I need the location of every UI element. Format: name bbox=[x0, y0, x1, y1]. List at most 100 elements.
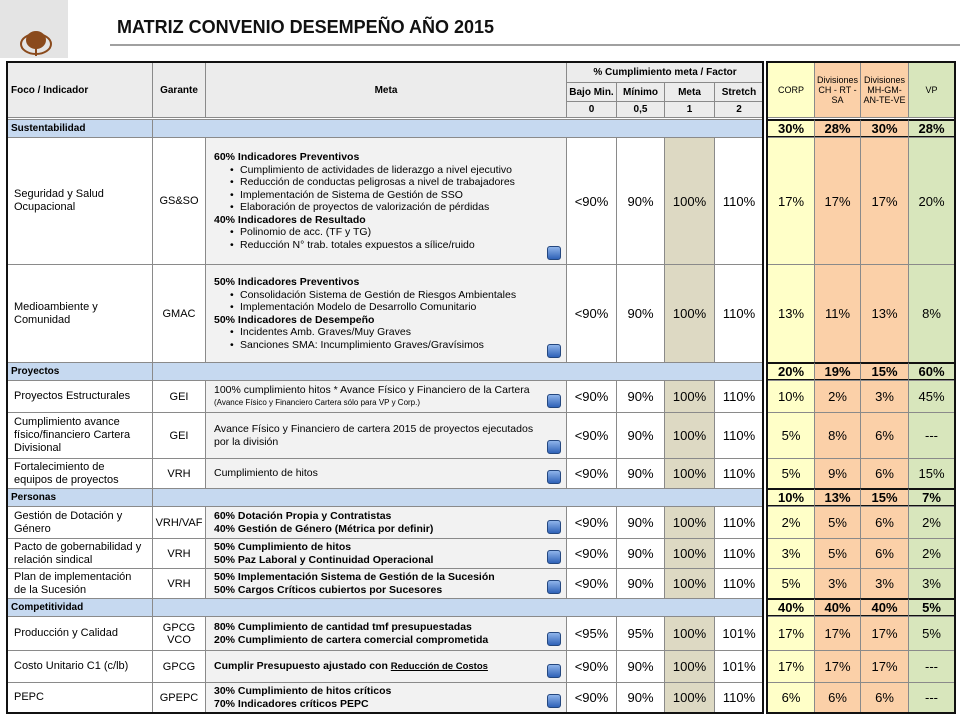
meta-line: 50% Indicadores Preventivos bbox=[214, 276, 359, 289]
weight: 5% bbox=[767, 568, 815, 599]
level: 90% bbox=[616, 506, 665, 539]
weight: 9% bbox=[814, 458, 861, 489]
meta-item: Cumplimiento de actividades de liderazgo… bbox=[214, 164, 512, 177]
garante: VRH bbox=[152, 568, 206, 599]
level: 100% bbox=[664, 568, 715, 599]
weight: 17% bbox=[814, 616, 861, 651]
weight: 5% bbox=[767, 412, 815, 459]
meta-text: 20% Cumplimiento de cartera comercial co… bbox=[214, 633, 489, 646]
level: 100% bbox=[664, 264, 715, 363]
section-band bbox=[152, 119, 764, 138]
section-weight: 40% bbox=[767, 598, 815, 617]
garante: VRH bbox=[152, 458, 206, 489]
weight: 17% bbox=[860, 137, 909, 265]
meta-line: 20% Cumplimiento de cartera comercial co… bbox=[214, 634, 488, 647]
level: 110% bbox=[714, 682, 764, 713]
section-name: Personas bbox=[7, 488, 153, 507]
weight: 11% bbox=[814, 264, 861, 363]
meta-button bbox=[547, 694, 561, 708]
meta-text: 50% Cumplimiento de hitos bbox=[214, 541, 352, 553]
meta: Avance Físico y Financiero de cartera 20… bbox=[205, 412, 567, 459]
level: <90% bbox=[566, 568, 617, 599]
meta: 60% Dotación Propia y Contratistas 40% Ge… bbox=[205, 506, 567, 539]
header-garante: Garante bbox=[152, 62, 206, 118]
header-cumplimiento: % Cumplimiento meta / Factor bbox=[566, 62, 764, 83]
garante: GEI bbox=[152, 380, 206, 413]
meta-text: 50% Cargos Críticos cubiertos por Suceso… bbox=[214, 583, 443, 596]
section-weight: 19% bbox=[814, 362, 861, 381]
level: 90% bbox=[616, 650, 665, 683]
garante: VRH bbox=[152, 538, 206, 569]
weight: 10% bbox=[767, 380, 815, 413]
section-name: Proyectos bbox=[7, 362, 153, 381]
meta: 50% Cumplimiento de hitos 50% Paz Laboral… bbox=[205, 538, 567, 569]
weight: 17% bbox=[767, 650, 815, 683]
section-name: Competitividad bbox=[7, 598, 153, 617]
section-band bbox=[152, 598, 764, 617]
meta-line: Cumplir Presupuesto ajustado con Reducci… bbox=[214, 660, 488, 674]
meta-line: 60% Dotación Propia y Contratistas bbox=[214, 510, 391, 523]
indicator: Producción y Calidad bbox=[7, 616, 153, 651]
level: 110% bbox=[714, 137, 764, 265]
weight: --- bbox=[908, 650, 955, 683]
weight: 2% bbox=[767, 506, 815, 539]
meta-line: 40% Indicadores de Resultado bbox=[214, 214, 366, 227]
indicator: Plan de implementación de la Sucesión bbox=[7, 568, 153, 599]
level: 100% bbox=[664, 538, 715, 569]
weight: 5% bbox=[908, 616, 955, 651]
weight: 17% bbox=[814, 137, 861, 265]
meta-text: 60% Indicadores Preventivos bbox=[214, 151, 360, 163]
meta-line: 50% Implementación Sistema de Gestión de… bbox=[214, 571, 495, 584]
meta-line: 40% Gestión de Género (Métrica por defin… bbox=[214, 523, 433, 536]
header-factor: 0 bbox=[566, 101, 617, 118]
meta-text: 50% Indicadores de Desempeño bbox=[214, 313, 375, 326]
weight: 3% bbox=[860, 568, 909, 599]
level: 100% bbox=[664, 137, 715, 265]
meta: Cumplir Presupuesto ajustado con Reducci… bbox=[205, 650, 567, 683]
level: 110% bbox=[714, 264, 764, 363]
meta: Cumplimiento de hitos bbox=[205, 458, 567, 489]
meta-text: Avance Físico y Financiero de cartera 20… bbox=[214, 423, 534, 448]
meta-item: Reducción N° trab. totales expuestos a s… bbox=[214, 239, 475, 252]
meta-button bbox=[547, 470, 561, 484]
weight: 15% bbox=[908, 458, 955, 489]
weight: 13% bbox=[860, 264, 909, 363]
weight: 6% bbox=[860, 458, 909, 489]
weight: 8% bbox=[814, 412, 861, 459]
header-weight: Divisiones CH - RT - SA bbox=[814, 62, 861, 118]
weight: --- bbox=[908, 682, 955, 713]
level: 100% bbox=[664, 650, 715, 683]
header-foco: Foco / Indicador bbox=[7, 62, 153, 118]
level: 90% bbox=[616, 458, 665, 489]
meta-line: 50% Paz Laboral y Continuidad Operaciona… bbox=[214, 554, 433, 567]
meta-text: 40% Gestión de Género (Métrica por defin… bbox=[214, 522, 434, 535]
section-weight: 28% bbox=[814, 119, 861, 138]
level: 100% bbox=[664, 412, 715, 459]
section-weight: 28% bbox=[908, 119, 955, 138]
level: <90% bbox=[566, 458, 617, 489]
meta-item: Consolidación Sistema de Gestión de Ries… bbox=[214, 289, 516, 302]
section-band bbox=[152, 488, 764, 507]
level: <90% bbox=[566, 137, 617, 265]
indicator: Proyectos Estructurales bbox=[7, 380, 153, 413]
indicator: Fortalecimiento de equipos de proyectos bbox=[7, 458, 153, 489]
garante: GMAC bbox=[152, 264, 206, 363]
meta-line: 60% Indicadores Preventivos bbox=[214, 151, 359, 164]
garante: VRH/VAF bbox=[152, 506, 206, 539]
header-level: Meta bbox=[664, 82, 715, 102]
header-level: Mínimo bbox=[616, 82, 665, 102]
level: 110% bbox=[714, 568, 764, 599]
meta-button bbox=[547, 580, 561, 594]
indicator: Gestión de Dotación y Género bbox=[7, 506, 153, 539]
meta: 100% cumplimiento hitos * Avance Físico … bbox=[205, 380, 567, 413]
weight: --- bbox=[908, 412, 955, 459]
level: 110% bbox=[714, 458, 764, 489]
meta-line: Cumplimiento de hitos bbox=[214, 467, 318, 480]
header-weight: CORP bbox=[767, 62, 815, 118]
logo-icon bbox=[20, 31, 52, 56]
weight: 17% bbox=[860, 616, 909, 651]
level: 100% bbox=[664, 458, 715, 489]
level: <90% bbox=[566, 412, 617, 459]
section-weight: 5% bbox=[908, 598, 955, 617]
level: 101% bbox=[714, 650, 764, 683]
